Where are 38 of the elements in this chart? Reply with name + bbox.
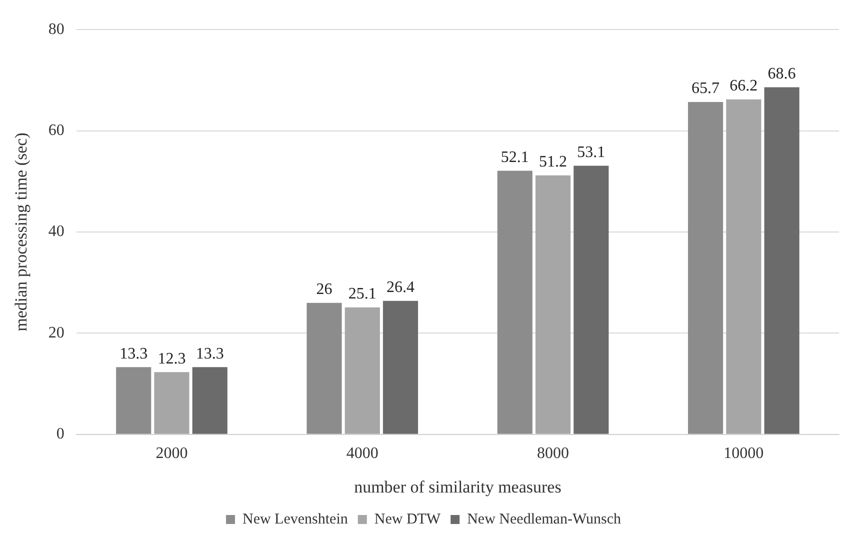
bar [382, 300, 418, 434]
data-label: 66.2 [730, 78, 758, 95]
bar [344, 307, 380, 434]
data-label: 13.3 [120, 345, 148, 362]
data-label: 51.2 [539, 154, 568, 171]
data-label: 12.3 [158, 350, 186, 368]
data-label: 26.4 [386, 279, 415, 296]
x-tick-label: 8000 [537, 445, 570, 462]
data-label: 52.1 [500, 148, 529, 166]
bar [535, 175, 571, 434]
data-label: 53.1 [577, 144, 606, 161]
legend-label: New Levenshtein [242, 511, 348, 528]
bar [497, 170, 532, 434]
bar [688, 102, 724, 434]
y-tick-label: 0 [56, 426, 64, 443]
y-tick-label: 80 [48, 20, 64, 38]
y-axis-title: median processing time (sec) [12, 132, 31, 332]
legend-label: New Needleman-Wunsch [467, 511, 622, 528]
data-label: 25.1 [348, 286, 376, 303]
y-tick-label: 40 [48, 223, 64, 240]
bar [726, 99, 762, 434]
data-label: 26 [316, 281, 332, 298]
x-tick-label: 4000 [346, 445, 378, 462]
x-axis-title: number of similarity measures [354, 477, 562, 496]
data-label: 68.6 [768, 65, 796, 82]
bar [574, 166, 609, 434]
x-tick-label: 2000 [156, 445, 188, 462]
data-label: 13.3 [196, 345, 224, 362]
bar [306, 302, 342, 434]
bar [192, 367, 228, 434]
y-tick-label: 20 [48, 324, 64, 342]
y-tick-label: 60 [48, 122, 64, 140]
bar [116, 367, 152, 434]
x-tick-label: 10000 [724, 445, 764, 462]
bar [154, 372, 190, 434]
data-label: 65.7 [692, 80, 720, 98]
legend-label: New DTW [374, 511, 442, 528]
bar [764, 87, 800, 434]
